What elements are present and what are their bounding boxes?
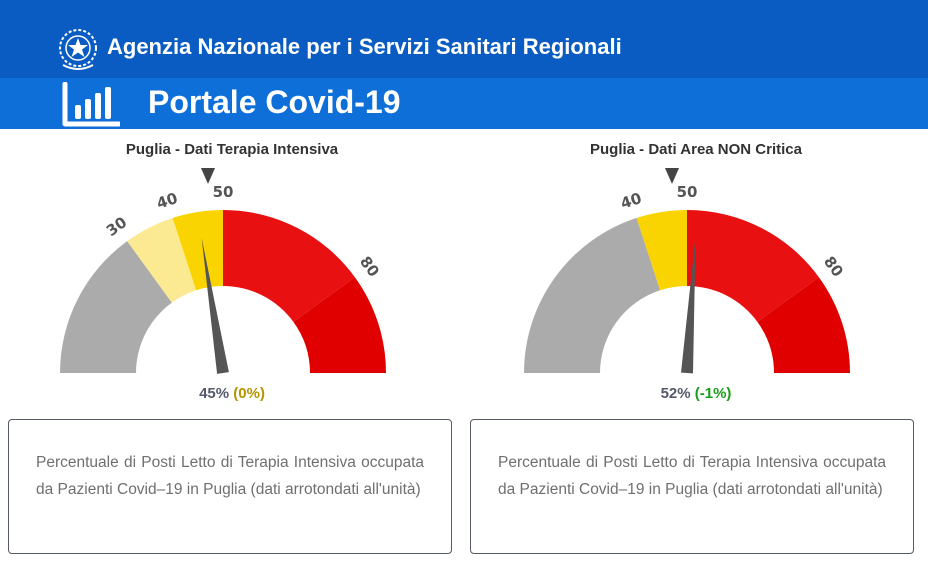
gauge-panel-terapia-intensiva: 30 40 50 80 Puglia - Dati Terapia Intensiva… [0,136,464,411]
gauge-readout: 45% (0%) [0,385,464,402]
gauge-needle [681,236,696,374]
gauge-value-label: 45% [199,385,230,402]
gauge-tick-label: 50 [213,183,234,201]
gauge-title: Puglia - Dati Terapia Intensiva [125,141,339,158]
description-text: Percentuale di Posti Letto di Terapia In… [498,454,886,498]
gauge-chart-terapia-intensiva: 30 40 50 80 [60,168,386,374]
bar-chart-icon [62,82,120,127]
gauge-tick-label: 40 [154,189,179,213]
gauge-band [524,217,661,373]
gauge-tick-label: 80 [820,253,847,280]
italian-republic-emblem-icon [59,29,97,70]
gauge-band [687,210,819,322]
description-card-terapia-intensiva: Percentuale di Posti Letto di Terapia In… [8,419,452,554]
gauge-band [172,210,223,291]
gauge-band [223,210,355,322]
gauge-chart-area-non-critica: 40 50 80 [524,168,850,374]
gauge-value-label: 52% [660,385,691,402]
portal-header-bar [0,78,928,129]
gauge-readout: 52% (-1%) [464,385,928,402]
description-card-area-non-critica: Percentuale di Posti Letto di Terapia In… [470,419,914,554]
gauge-tick-label: 40 [618,189,643,213]
gauge-panel-area-non-critica: 40 50 80 Puglia - Dati Area NON Critica 52… [464,136,928,411]
gauge-band [127,217,197,303]
gauge-delta-label: (0%) [233,385,265,402]
gauge-band [293,277,386,373]
gauge-tick-label: 30 [103,213,130,240]
gauge-needle [201,237,229,374]
gauge-band [636,210,687,291]
portal-title: Portale Covid-19 [148,84,401,120]
gauge-tick-label: 50 [677,183,698,201]
gauge-band [757,277,850,373]
agency-title: Agenzia Nazionale per i Servizi Sanitari… [107,34,622,59]
gauge-tick-label: 80 [356,253,383,280]
gauge-threshold-marker [665,168,679,184]
gauge-threshold-marker [201,168,215,184]
agency-header-bar [0,0,928,78]
gauge-title: Puglia - Dati Area NON Critica [590,141,802,158]
gauge-band [60,241,172,373]
gauge-delta-label: (-1%) [694,385,732,402]
description-text: Percentuale di Posti Letto di Terapia In… [36,454,424,498]
